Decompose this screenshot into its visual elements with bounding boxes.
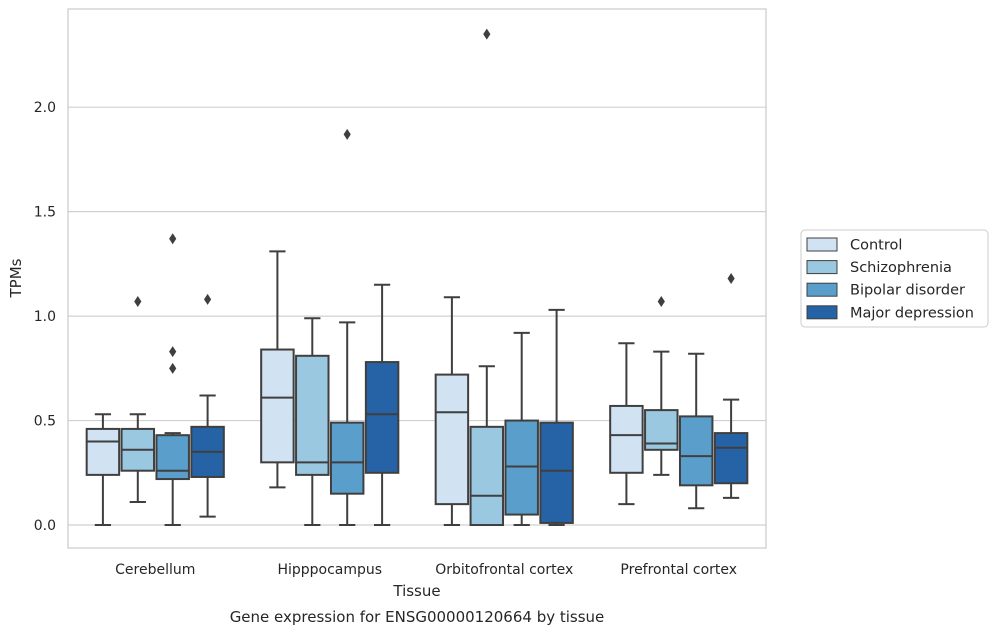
legend-item: Major depression — [806, 305, 974, 321]
box-3-3 — [713, 273, 749, 499]
outlier-point — [657, 295, 665, 307]
box-0-3 — [190, 293, 225, 518]
box-1-3 — [364, 283, 400, 527]
box-3-1 — [644, 295, 679, 476]
x-tick-label: Hipppocampus — [277, 562, 382, 578]
box-2-1 — [469, 28, 505, 527]
y-tick-label: 2.0 — [34, 100, 56, 116]
legend-label: Major depression — [850, 305, 974, 321]
box-0-1 — [120, 295, 156, 504]
outlier-point — [343, 128, 351, 140]
box-body — [713, 432, 749, 485]
box-2-0 — [434, 296, 470, 527]
box-body — [295, 354, 330, 476]
y-tick-label: 1.0 — [34, 309, 56, 325]
box-body — [85, 427, 121, 476]
box-body — [364, 361, 400, 474]
legend-item: Control — [806, 237, 902, 254]
legend-swatch — [806, 260, 838, 275]
y-gridlines — [68, 106, 766, 526]
plot-frame — [67, 8, 767, 549]
outlier-point — [204, 293, 212, 305]
x-tick-label: Cerebellum — [115, 562, 195, 578]
outlier-point — [134, 295, 142, 307]
y-tick-label: 0.0 — [34, 518, 56, 534]
x-tick-label: Prefrontal cortex — [620, 562, 737, 578]
x-tick-label: Orbitofrontal cortex — [435, 562, 573, 578]
y-tick-label: 1.5 — [34, 205, 56, 221]
outlier-point — [169, 346, 177, 358]
outlier-point — [483, 28, 491, 40]
legend-item: Bipolar disorder — [806, 282, 965, 299]
box-2-3 — [539, 308, 574, 527]
legend: Control Schizophrenia Bipolar disorder Majo… — [800, 229, 989, 328]
chart-caption: Gene expression for ENSG00000120664 by t… — [230, 608, 605, 626]
box-body — [539, 421, 574, 524]
x-tick-labels: Cerebellum Hipppocampus Orbitofrontal cort… — [115, 562, 737, 578]
box-1-1 — [295, 317, 330, 527]
outlier-point — [169, 362, 177, 374]
box-3-0 — [609, 342, 644, 506]
box-body — [469, 425, 505, 527]
legend-label: Control — [850, 238, 902, 254]
legend-swatch — [806, 282, 838, 297]
box-3-2 — [678, 352, 714, 510]
box-1-2 — [329, 128, 365, 527]
legend-label: Schizophrenia — [850, 260, 952, 276]
box-body — [434, 373, 470, 506]
y-tick-labels: 0.0 0.5 1.0 1.5 2.0 — [34, 100, 56, 534]
plot-area — [85, 28, 749, 527]
outlier-point — [727, 273, 735, 284]
legend-swatch — [806, 305, 838, 320]
box-body — [678, 415, 714, 487]
box-body — [260, 348, 295, 464]
legend-swatch — [806, 237, 838, 252]
box-body — [155, 434, 190, 481]
box-1-0 — [260, 250, 295, 489]
legend-frame — [800, 229, 989, 328]
y-axis-label: TPMs — [7, 258, 25, 298]
box-body — [329, 421, 365, 495]
box-body — [609, 404, 644, 474]
box-0-2 — [155, 233, 190, 527]
box-2-2 — [504, 331, 539, 527]
outlier-point — [169, 233, 177, 245]
legend-item: Schizophrenia — [806, 260, 952, 276]
box-body — [504, 419, 539, 516]
legend-label: Bipolar disorder — [850, 283, 965, 299]
x-axis-label: Tissue — [392, 582, 440, 600]
y-tick-label: 0.5 — [34, 414, 56, 430]
box-0-0 — [85, 413, 121, 527]
